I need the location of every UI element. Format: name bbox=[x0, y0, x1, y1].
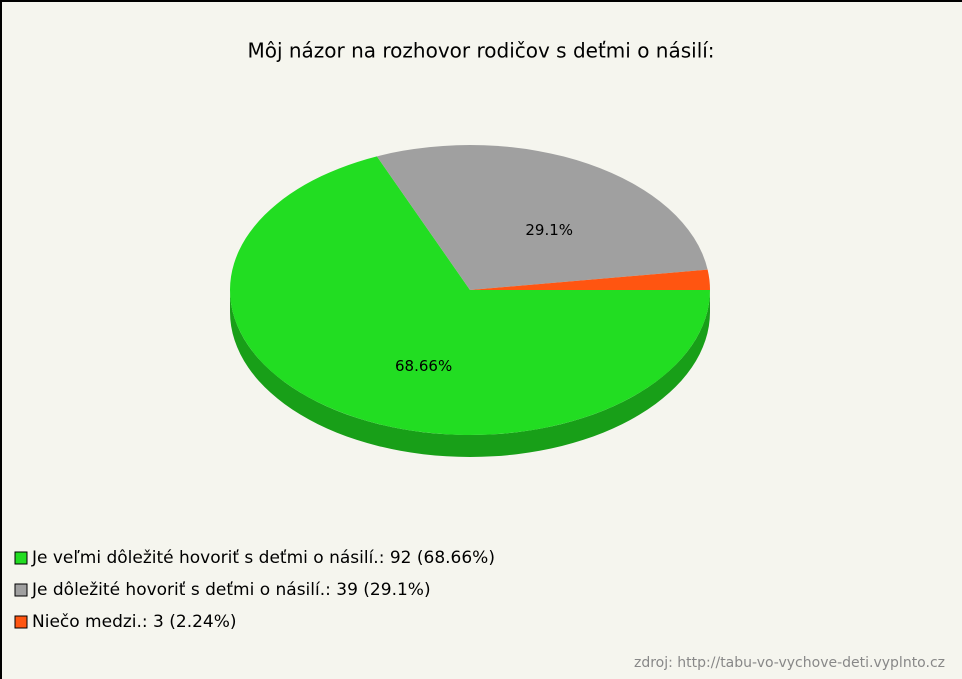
data-label: 68.66% bbox=[395, 357, 452, 375]
pie-slice bbox=[230, 156, 710, 435]
legend-label: Je dôležité hovoriť s deťmi o násilí.: 3… bbox=[31, 580, 431, 600]
data-label: 29.1% bbox=[525, 221, 573, 239]
legend-label: Je veľmi dôležité hovoriť s deťmi o nási… bbox=[31, 548, 495, 568]
chart-title: Môj názor na rozhovor rodičov s deťmi o … bbox=[247, 39, 714, 63]
source: zdroj: http://tabu-vo-vychove-deti.vypln… bbox=[634, 655, 945, 671]
pie-slice bbox=[376, 144, 708, 290]
legend-label: Niečo medzi.: 3 (2.24%) bbox=[32, 612, 237, 632]
legend-swatch bbox=[14, 551, 28, 565]
pie-slice bbox=[470, 269, 710, 290]
legend-swatch bbox=[14, 583, 28, 597]
legend-swatch bbox=[14, 615, 28, 629]
